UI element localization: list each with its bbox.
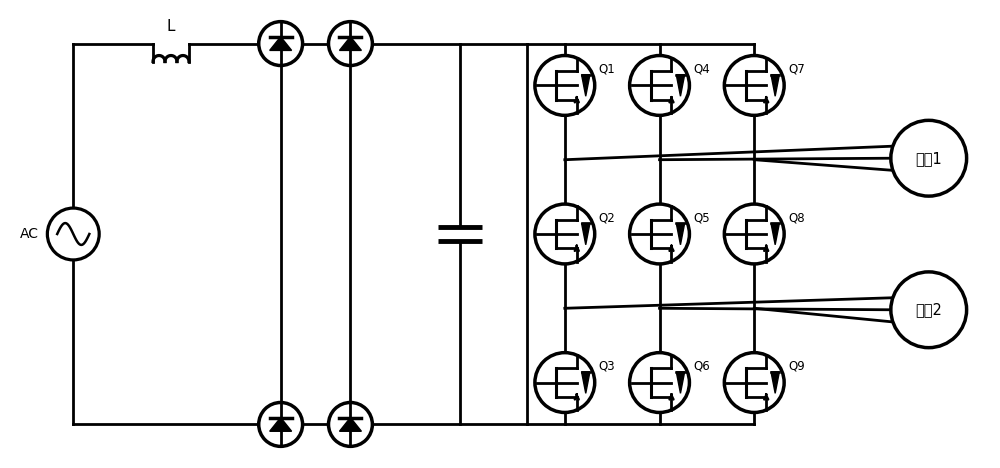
Circle shape bbox=[630, 353, 689, 412]
Polygon shape bbox=[676, 75, 685, 96]
Polygon shape bbox=[582, 372, 590, 393]
Text: Q4: Q4 bbox=[693, 63, 710, 75]
Polygon shape bbox=[270, 37, 292, 51]
Polygon shape bbox=[339, 417, 361, 431]
Text: L: L bbox=[167, 19, 175, 34]
Polygon shape bbox=[771, 75, 779, 96]
Polygon shape bbox=[676, 223, 685, 245]
Circle shape bbox=[724, 204, 784, 264]
Circle shape bbox=[259, 402, 303, 446]
Text: Q3: Q3 bbox=[599, 359, 615, 373]
Polygon shape bbox=[582, 75, 590, 96]
Text: Q9: Q9 bbox=[788, 359, 805, 373]
Text: Q5: Q5 bbox=[693, 211, 710, 224]
Circle shape bbox=[47, 208, 99, 260]
Circle shape bbox=[891, 272, 967, 348]
Circle shape bbox=[329, 22, 372, 66]
Circle shape bbox=[891, 120, 967, 196]
Circle shape bbox=[724, 56, 784, 115]
Polygon shape bbox=[771, 372, 779, 393]
Text: 电机2: 电机2 bbox=[915, 302, 942, 317]
Circle shape bbox=[630, 204, 689, 264]
Circle shape bbox=[535, 56, 595, 115]
Text: AC: AC bbox=[20, 227, 39, 241]
Polygon shape bbox=[339, 37, 361, 51]
Text: Q8: Q8 bbox=[788, 211, 805, 224]
Circle shape bbox=[630, 56, 689, 115]
Text: Q2: Q2 bbox=[599, 211, 615, 224]
Text: Q6: Q6 bbox=[693, 359, 710, 373]
Polygon shape bbox=[582, 223, 590, 245]
Circle shape bbox=[724, 353, 784, 412]
Circle shape bbox=[535, 204, 595, 264]
Polygon shape bbox=[676, 372, 685, 393]
Circle shape bbox=[329, 402, 372, 446]
Circle shape bbox=[259, 22, 303, 66]
Polygon shape bbox=[771, 223, 779, 245]
Text: Q1: Q1 bbox=[599, 63, 615, 75]
Polygon shape bbox=[270, 417, 292, 431]
Text: Q7: Q7 bbox=[788, 63, 805, 75]
Text: 电机1: 电机1 bbox=[915, 151, 942, 166]
Circle shape bbox=[535, 353, 595, 412]
